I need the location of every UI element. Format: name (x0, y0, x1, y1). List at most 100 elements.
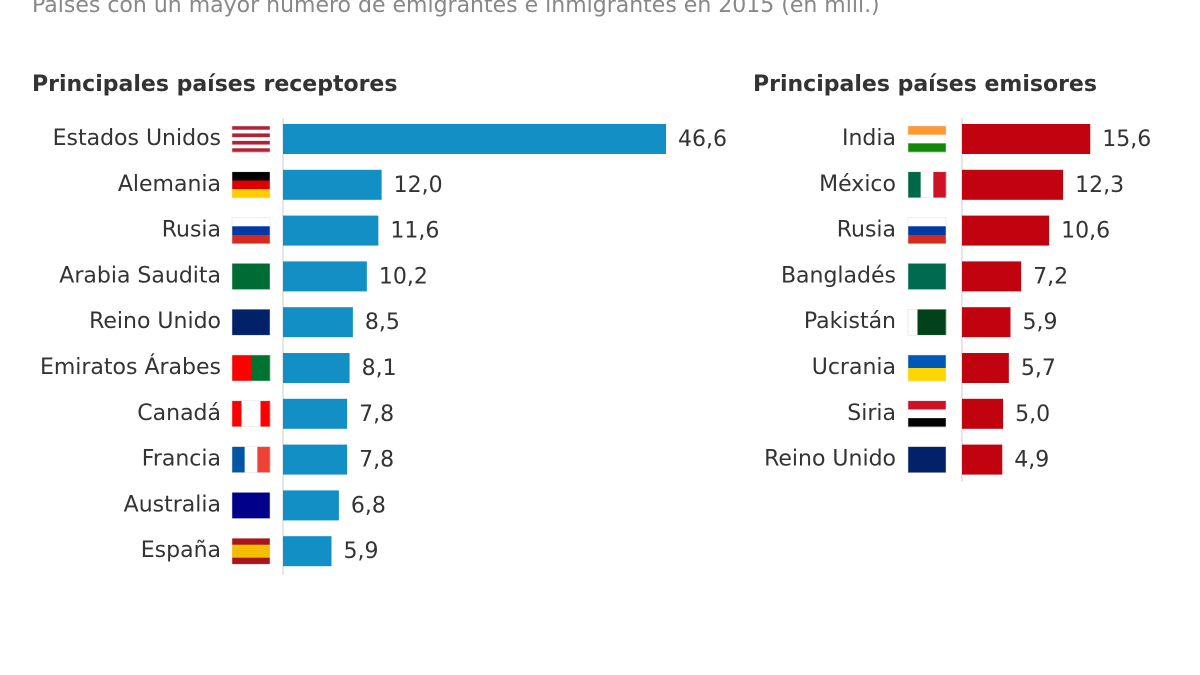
value-label: 11,6 (390, 219, 439, 244)
flag-border (231, 171, 271, 199)
flag (231, 308, 271, 336)
flag (231, 446, 271, 473)
bar (283, 398, 348, 429)
flag-border (907, 171, 947, 199)
category-label: Siria (847, 401, 896, 426)
value-label: 5,9 (343, 539, 378, 564)
bar (283, 307, 353, 338)
bar (962, 169, 1064, 200)
bar (962, 353, 1009, 383)
flag-stripe (908, 171, 921, 198)
flag (907, 263, 947, 290)
flag-border (907, 125, 947, 153)
category-label: Rusia (837, 218, 896, 243)
category-label: Arabia Saudita (59, 263, 221, 288)
category-label: Francia (142, 447, 221, 472)
flag (907, 171, 947, 199)
flag-stripe (908, 234, 946, 244)
flag-stripe (232, 263, 270, 290)
flag-border (907, 400, 947, 428)
flag-stripe (232, 144, 270, 149)
flag-stripe (232, 137, 270, 142)
flag-border (907, 217, 947, 244)
category-label: Pakistán (804, 309, 896, 334)
bar (283, 124, 667, 154)
bar (962, 444, 1003, 475)
flag (231, 537, 271, 565)
bar (283, 490, 339, 521)
category-label: Estados Unidos (53, 126, 221, 151)
value-label: 12,3 (1075, 173, 1124, 198)
bar (283, 444, 348, 475)
value-label: 8,1 (362, 356, 397, 381)
category-label: México (819, 172, 896, 197)
flag-stripe (241, 400, 252, 427)
flag-stripe (232, 355, 252, 381)
flag-stripe (232, 309, 270, 336)
value-label: 5,0 (1015, 402, 1050, 427)
flag-stripe (917, 309, 928, 336)
subtitle: Países con un mayor número de emigrantes… (32, 0, 880, 18)
flag-stripe (232, 538, 270, 545)
flag-stripe (232, 544, 270, 552)
flag-border (231, 492, 271, 519)
flag-stripe (232, 126, 270, 131)
value-label: 15,6 (1102, 127, 1151, 152)
flag-stripe (908, 217, 946, 227)
flag-stripe (908, 368, 946, 382)
value-label: 7,2 (1033, 264, 1068, 289)
flag-stripe (908, 418, 946, 428)
value-label: 7,8 (359, 402, 394, 427)
flag (231, 125, 271, 153)
category-label: Emiratos Árabes (40, 354, 221, 380)
flag-stripe (232, 129, 270, 134)
flag-stripe (232, 551, 270, 558)
category-label: Reino Unido (89, 309, 221, 334)
flag-stripe (251, 400, 261, 427)
category-label: India (842, 126, 896, 151)
flag-border (231, 354, 271, 382)
flag-border (231, 263, 271, 290)
value-label: 10,6 (1061, 219, 1110, 244)
flag-stripe (908, 400, 946, 410)
bar (962, 398, 1004, 429)
flag (231, 217, 271, 244)
flag (231, 171, 271, 199)
flag-stripe (232, 133, 270, 138)
value-label: 5,7 (1021, 356, 1056, 381)
flag-stripe (927, 309, 937, 336)
flag-stripe (933, 171, 947, 198)
category-label: Ucrania (812, 355, 896, 380)
flag-stripe (908, 134, 946, 144)
bar (283, 215, 379, 246)
flag-border (231, 308, 271, 336)
flag (907, 217, 947, 244)
flag-stripe (232, 217, 270, 227)
flag (231, 263, 271, 290)
value-label: 12,0 (394, 173, 443, 198)
flag (907, 354, 947, 382)
flag (231, 400, 271, 428)
flag (231, 492, 271, 519)
flag-border (907, 308, 947, 336)
flag-stripe (908, 446, 946, 473)
bar (283, 536, 332, 567)
chart-title: Principales países emisores (753, 72, 1097, 97)
category-label: Bangladés (781, 263, 896, 288)
flag-stripe (251, 355, 271, 381)
category-label: Alemania (118, 172, 221, 197)
value-label: 4,9 (1014, 448, 1049, 473)
bar (962, 261, 1022, 292)
flag-stripe (232, 234, 270, 244)
bar (962, 124, 1091, 154)
category-label: Rusia (162, 218, 221, 243)
chart-title: Principales países receptores (32, 72, 397, 97)
category-label: Reino Unido (764, 447, 896, 472)
flag (907, 308, 947, 336)
flag-border (907, 263, 947, 290)
flag-stripe (232, 226, 270, 236)
flag-stripe (232, 171, 270, 181)
flag-stripe (908, 226, 946, 236)
flag-stripe (244, 446, 258, 473)
